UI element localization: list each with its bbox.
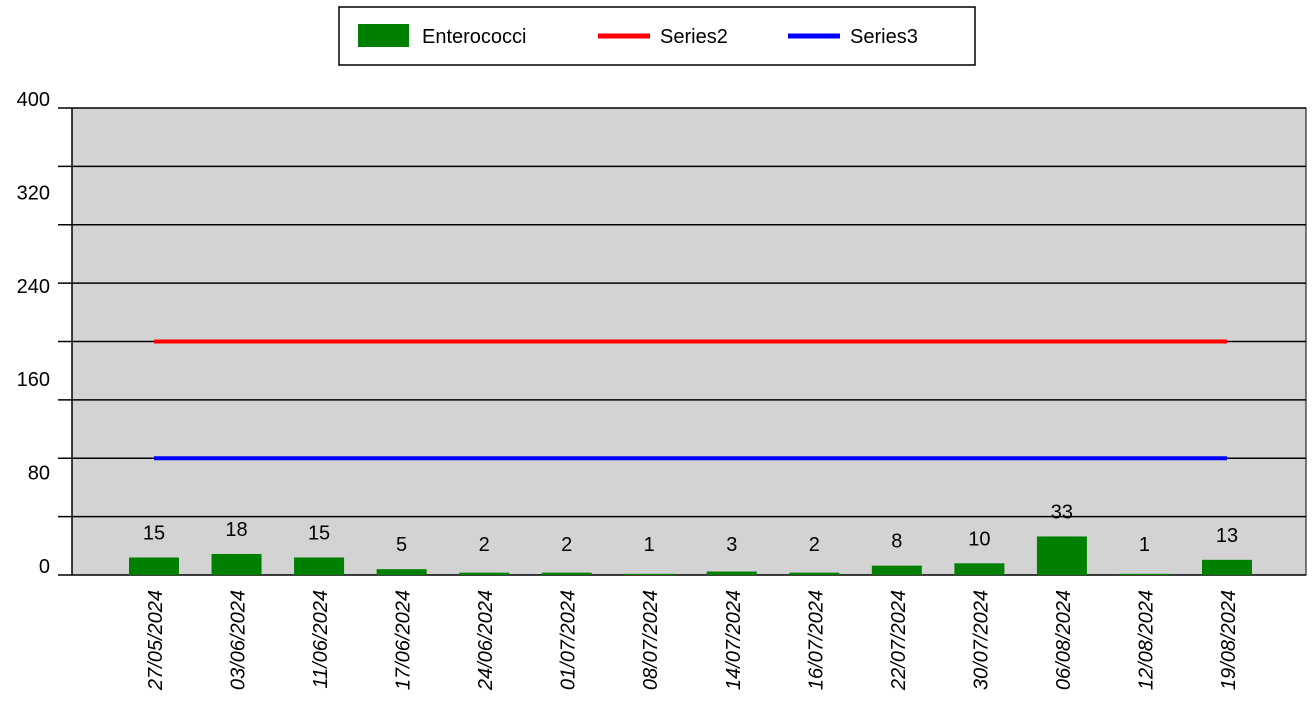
data-label: 13 <box>1216 525 1238 547</box>
data-label: 18 <box>225 519 247 541</box>
y-tick-label: 0 <box>39 556 50 578</box>
bar <box>459 572 510 575</box>
bar-series <box>129 536 1252 575</box>
bar <box>1036 536 1087 575</box>
legend-box <box>338 6 976 66</box>
y-tick-label: 160 <box>17 369 50 391</box>
x-tick-label: 06/08/2024 <box>1053 590 1075 690</box>
bar <box>541 572 592 575</box>
x-tick-label: 12/08/2024 <box>1135 590 1157 690</box>
x-tick-label: 24/06/2024 <box>475 590 497 691</box>
data-label: 33 <box>1051 501 1073 523</box>
x-axis: 27/05/2024 03/06/2024 11/06/2024 17/06/2024… <box>145 590 1240 691</box>
x-tick-label: 03/06/2024 <box>228 590 250 690</box>
data-label: 5 <box>396 534 407 556</box>
x-tick-label: 14/07/2024 <box>723 590 745 690</box>
y-tick-label: 320 <box>17 182 50 204</box>
data-label: 8 <box>891 531 902 553</box>
bar <box>129 557 179 575</box>
data-label: 1 <box>644 534 655 556</box>
data-label: 1 <box>1139 534 1150 556</box>
legend-label: Series3 <box>850 26 918 48</box>
bar <box>706 571 757 575</box>
bar <box>294 557 345 575</box>
x-tick-label: 22/07/2024 <box>888 590 910 691</box>
data-label: 2 <box>479 534 490 556</box>
data-label: 2 <box>561 534 572 556</box>
x-tick-label: 16/07/2024 <box>805 590 827 690</box>
x-tick-label: 11/06/2024 <box>310 590 332 689</box>
x-tick-label: 27/05/2024 <box>145 590 167 691</box>
y-tick-label: 80 <box>28 463 50 485</box>
x-tick-label: 19/08/2024 <box>1218 590 1240 690</box>
y-tick-label: 400 <box>17 89 50 111</box>
legend: Enterococci Series2 Series3 <box>338 6 976 66</box>
x-tick-label: 30/07/2024 <box>970 590 992 690</box>
x-tick-label: 01/07/2024 <box>558 590 580 690</box>
bar <box>211 553 262 575</box>
data-label: 15 <box>308 522 330 544</box>
data-label: 2 <box>809 534 820 556</box>
bar <box>376 569 427 575</box>
bar <box>624 573 675 575</box>
x-tick-label: 08/07/2024 <box>640 590 662 690</box>
y-axis: 0 80 160 240 320 400 <box>17 89 50 578</box>
data-label: 15 <box>143 522 165 544</box>
line-series <box>154 339 1227 461</box>
x-tick-label: 17/06/2024 <box>393 590 415 690</box>
legend-label: Enterococci <box>422 26 527 48</box>
legend-label: Series2 <box>660 26 728 48</box>
legend-swatch <box>358 24 409 47</box>
bar <box>789 572 840 575</box>
bar <box>871 565 922 575</box>
data-label: 10 <box>968 528 990 550</box>
data-label: 3 <box>726 534 737 556</box>
bar <box>954 563 1005 575</box>
bar <box>1119 573 1170 575</box>
bar <box>1202 559 1252 575</box>
y-tick-label: 240 <box>17 276 50 298</box>
